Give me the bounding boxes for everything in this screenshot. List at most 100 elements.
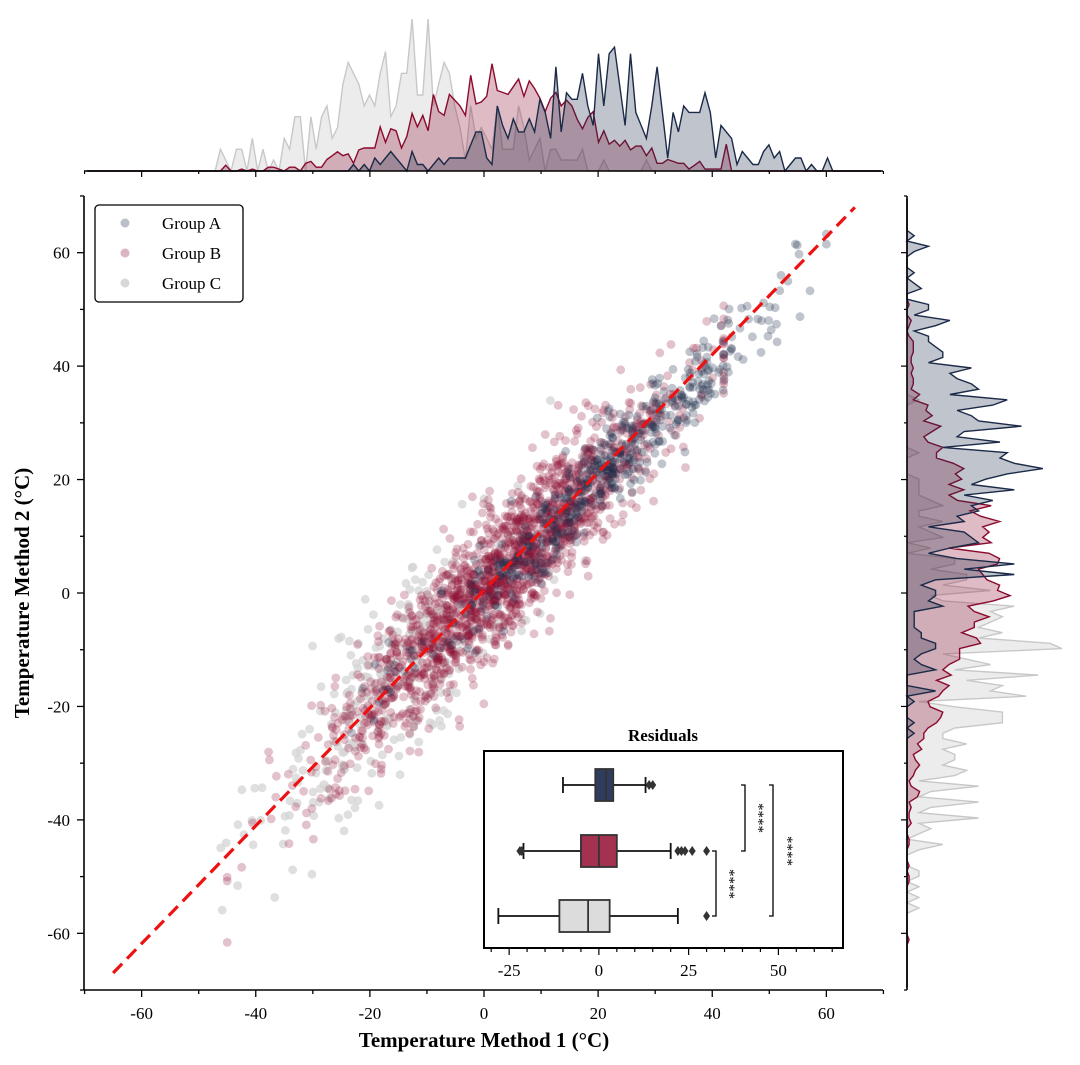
data-point <box>588 466 598 475</box>
data-point <box>491 568 500 578</box>
right-area-group-c <box>907 198 1062 988</box>
data-point <box>463 572 473 582</box>
data-point <box>648 437 658 447</box>
data-point <box>518 578 527 587</box>
data-point <box>233 881 243 890</box>
data-point <box>460 593 470 603</box>
data-point <box>485 502 495 512</box>
data-point <box>490 556 500 566</box>
data-point <box>362 687 372 697</box>
data-point <box>791 239 800 249</box>
data-point <box>536 529 546 539</box>
data-point <box>479 539 489 549</box>
data-point <box>572 478 582 488</box>
data-point <box>426 628 436 638</box>
data-point <box>413 716 423 725</box>
data-point <box>536 548 546 558</box>
data-point <box>548 535 558 544</box>
data-point <box>449 634 459 643</box>
data-point <box>574 468 583 478</box>
data-point <box>323 740 333 749</box>
data-point <box>605 473 615 483</box>
data-point <box>429 619 439 629</box>
data-point <box>478 594 488 604</box>
data-point <box>524 570 534 580</box>
data-point <box>757 316 766 326</box>
data-point <box>529 482 538 492</box>
data-point <box>437 589 446 598</box>
data-point <box>247 816 257 825</box>
data-point <box>479 545 489 555</box>
data-point <box>468 492 477 502</box>
data-point <box>347 795 356 805</box>
data-point <box>515 556 525 565</box>
data-point <box>308 787 318 797</box>
data-point <box>512 516 521 526</box>
data-point <box>506 512 516 521</box>
data-point <box>398 709 408 719</box>
data-point <box>543 553 552 563</box>
data-point <box>419 669 428 679</box>
data-point <box>356 739 366 749</box>
data-point <box>483 570 492 580</box>
data-point <box>561 475 571 485</box>
data-point <box>563 493 573 503</box>
data-point <box>515 530 525 540</box>
data-point <box>493 529 503 539</box>
data-point <box>719 368 729 377</box>
data-point <box>595 437 605 447</box>
data-point <box>654 437 664 446</box>
data-point <box>428 679 438 689</box>
data-point <box>419 632 429 642</box>
data-point <box>691 400 701 410</box>
data-point <box>471 581 481 591</box>
data-point <box>588 493 598 503</box>
data-point <box>407 627 417 636</box>
data-point <box>550 472 560 482</box>
data-point <box>580 446 589 455</box>
data-point <box>592 479 602 489</box>
data-point <box>484 554 494 563</box>
data-point <box>738 355 748 364</box>
data-point <box>479 499 488 509</box>
data-point <box>458 622 468 632</box>
data-point <box>412 636 422 646</box>
data-point <box>764 316 774 325</box>
data-point <box>582 469 592 478</box>
data-point <box>383 672 392 681</box>
data-point <box>442 608 451 618</box>
data-point <box>641 467 651 477</box>
data-point <box>451 608 461 618</box>
data-point <box>719 349 728 359</box>
data-point <box>405 608 415 617</box>
data-point <box>495 551 505 560</box>
data-point <box>561 446 570 456</box>
data-point <box>455 590 465 600</box>
data-point <box>608 457 618 467</box>
data-point <box>323 796 333 806</box>
data-point <box>524 563 534 573</box>
data-point <box>397 644 407 653</box>
data-point <box>458 594 468 604</box>
data-point <box>460 549 470 559</box>
data-point <box>573 497 583 507</box>
data-point <box>546 613 555 623</box>
data-point <box>438 658 448 668</box>
data-point <box>607 446 617 455</box>
y-axis-title: Temperature Method 2 (°C) <box>10 468 34 718</box>
data-point <box>564 469 574 479</box>
data-point <box>575 476 585 486</box>
data-point <box>587 455 596 464</box>
data-point <box>463 631 473 641</box>
data-point <box>451 592 460 601</box>
data-point <box>504 552 514 561</box>
data-point <box>295 745 305 755</box>
data-point <box>489 593 499 603</box>
data-point <box>636 435 646 445</box>
data-point <box>328 723 337 733</box>
data-point <box>616 464 626 473</box>
data-point <box>510 594 519 604</box>
data-point <box>377 677 386 687</box>
data-point <box>629 452 638 462</box>
data-point <box>468 551 478 561</box>
